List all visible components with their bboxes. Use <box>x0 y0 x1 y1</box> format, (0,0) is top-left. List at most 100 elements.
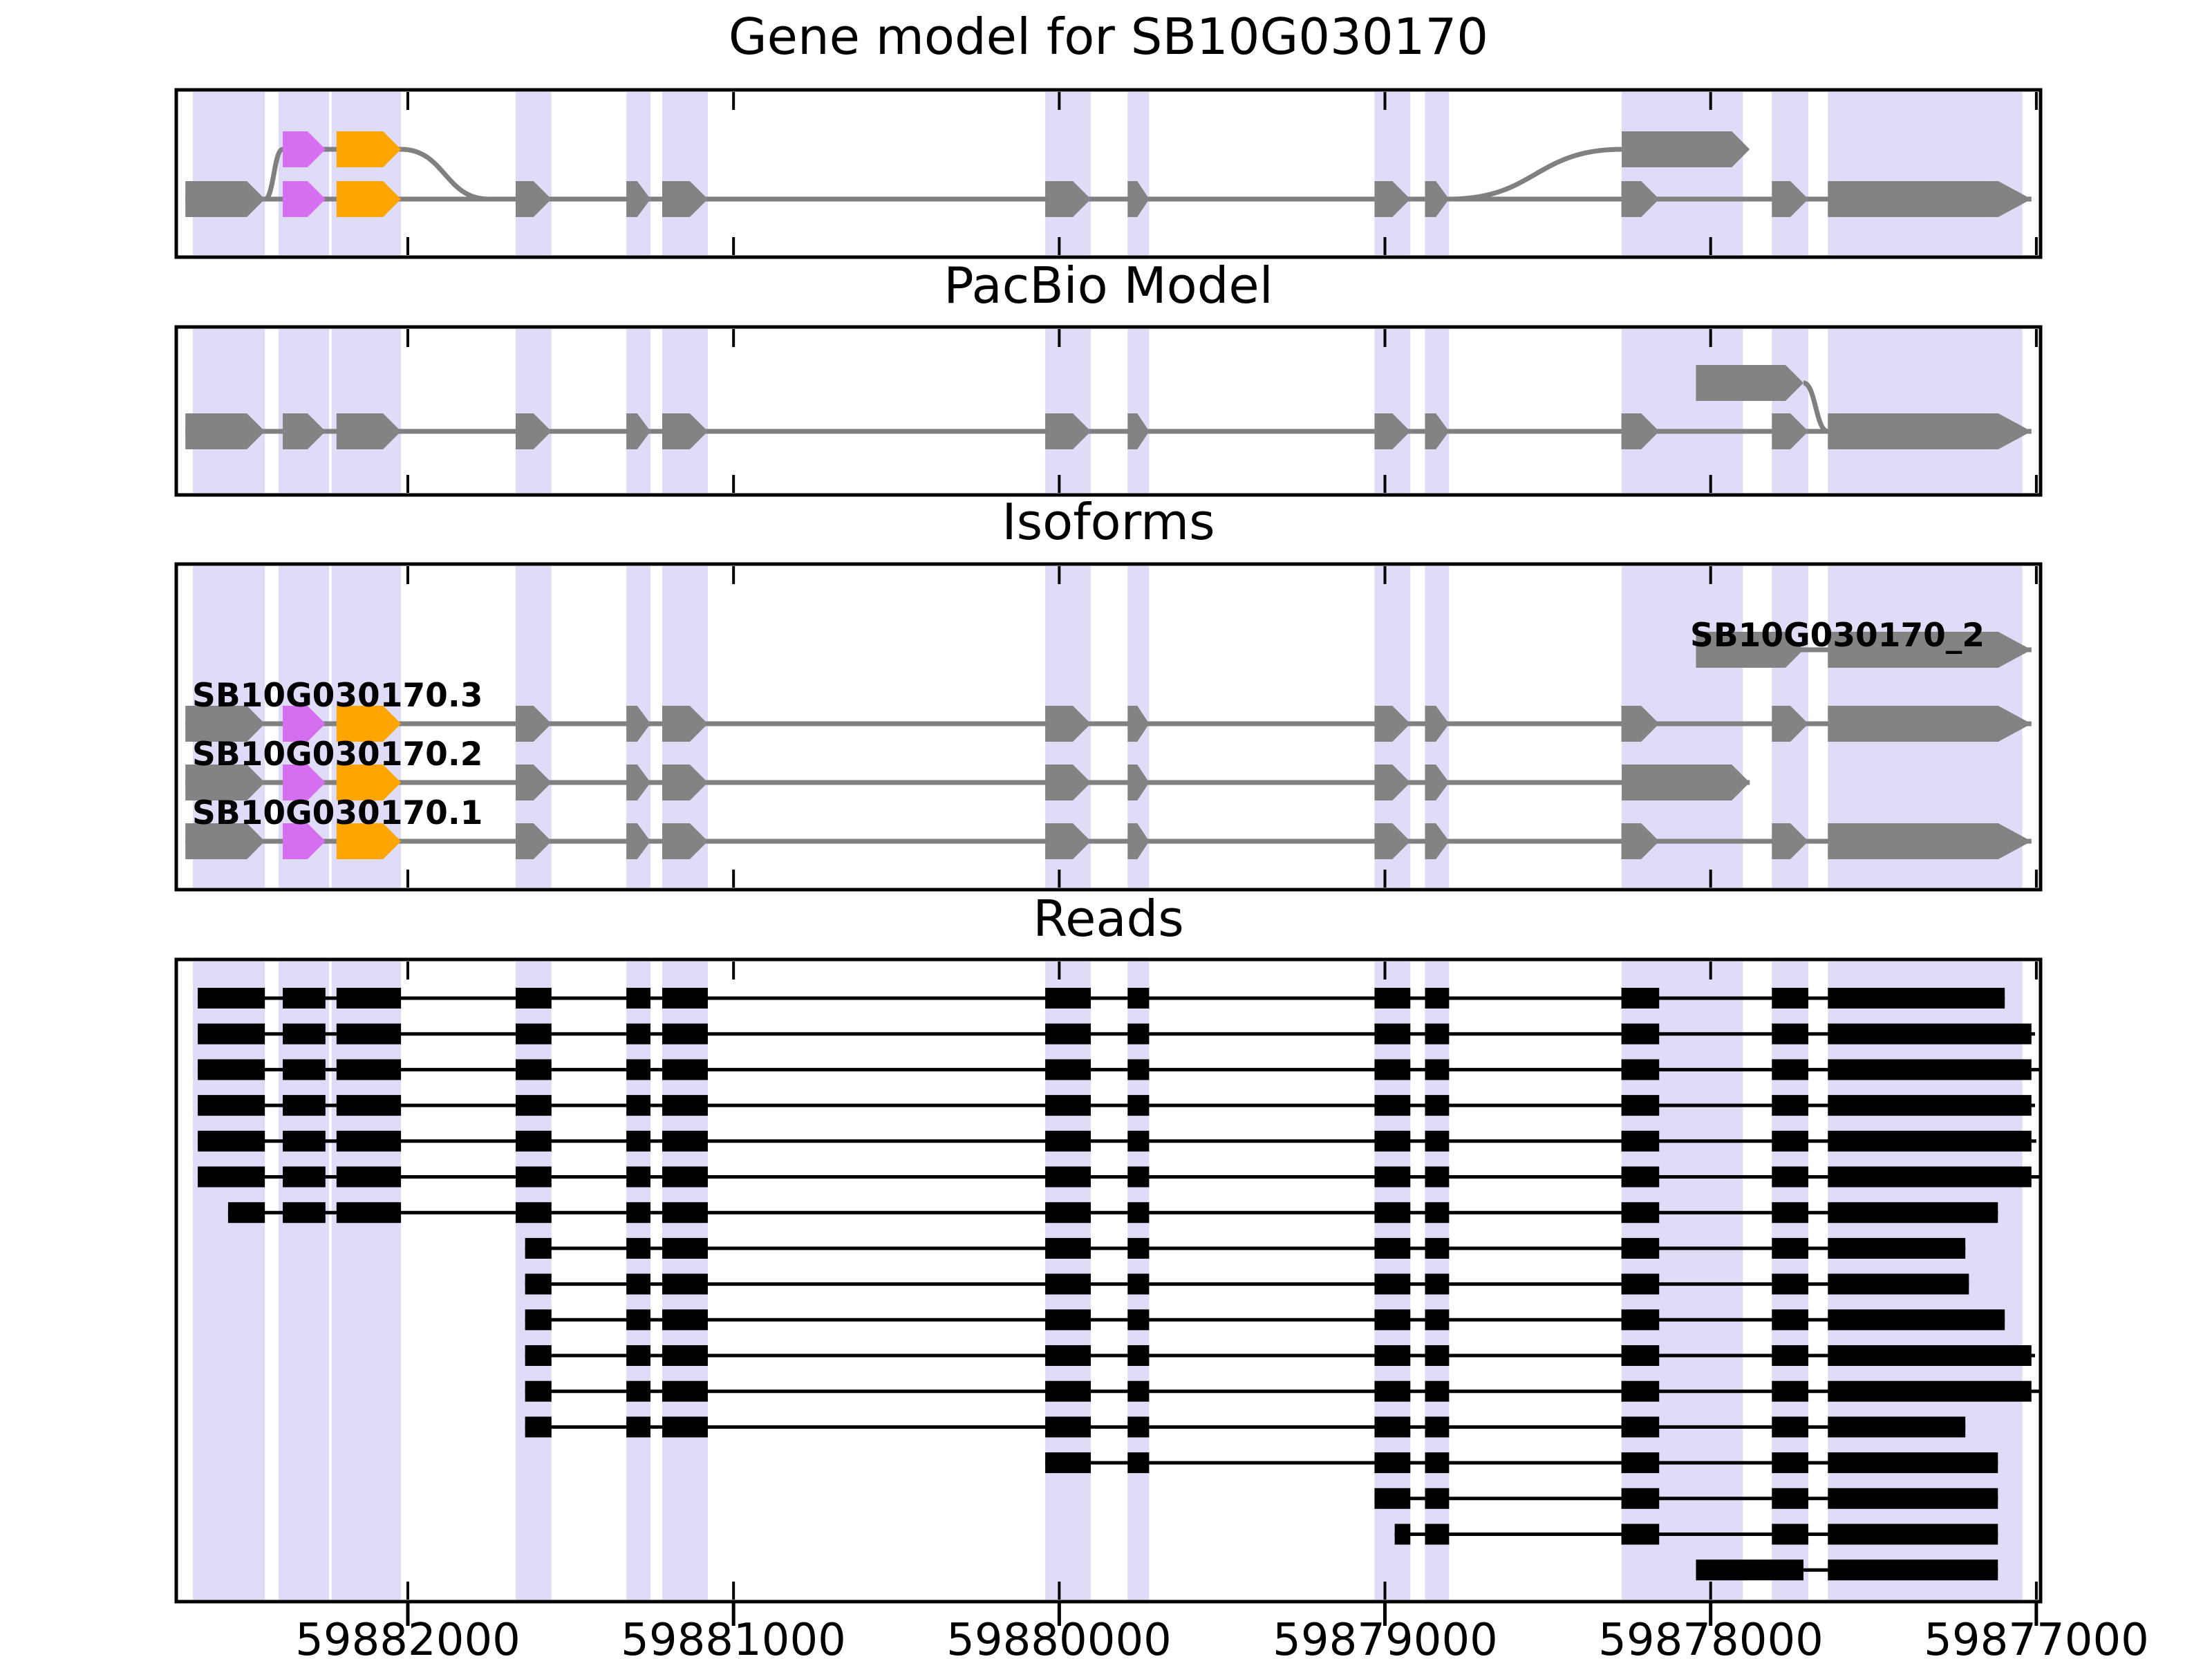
read-exon <box>1828 1130 2032 1152</box>
read-exon <box>1045 1273 1091 1295</box>
read-exon <box>1772 988 1809 1009</box>
exon-highlight-band <box>193 962 265 1600</box>
read-exon <box>1045 1380 1091 1402</box>
read-exon <box>1621 1309 1660 1331</box>
read-exon <box>283 988 326 1009</box>
read-exon <box>1374 1273 1411 1295</box>
exon <box>283 413 326 449</box>
exon <box>1374 181 1411 217</box>
exon <box>1772 413 1809 449</box>
exon-highlight-band <box>1374 92 1411 255</box>
exon-highlight-band <box>626 329 651 493</box>
read-exon <box>1374 1237 1411 1259</box>
read-exon <box>1772 1023 1809 1044</box>
read-exon <box>1425 1166 1450 1188</box>
exon <box>283 181 326 217</box>
exon <box>1772 706 1809 742</box>
read-exon <box>1045 988 1091 1009</box>
read-exon <box>1127 1237 1150 1259</box>
read-row <box>198 1166 2039 1188</box>
exon <box>626 823 651 859</box>
isoform-row <box>185 706 2032 742</box>
read-exon <box>626 1059 651 1080</box>
read-exon <box>1828 1380 2032 1402</box>
exon <box>1828 706 2032 742</box>
exon <box>515 706 552 742</box>
exon-highlight-band <box>278 329 329 493</box>
read-exon <box>1828 1095 2032 1116</box>
x-tick-label-59881000: 59881000 <box>621 1615 846 1659</box>
read-exon <box>525 1273 552 1295</box>
read-exon <box>1621 1237 1660 1259</box>
read-exon <box>1374 1345 1411 1366</box>
read-exon <box>336 1023 402 1044</box>
read-exon <box>1425 1345 1450 1366</box>
exon-highlight-band <box>1622 329 1743 493</box>
exon <box>185 413 265 449</box>
read-exon <box>1621 1130 1660 1152</box>
exon <box>1621 181 1660 217</box>
read-row <box>198 1059 2039 1080</box>
exon <box>1622 131 1750 167</box>
exon <box>515 181 552 217</box>
exon <box>515 823 552 859</box>
read-exon <box>283 1166 326 1188</box>
read-exon <box>1045 1202 1091 1224</box>
read-exon <box>1127 1166 1150 1188</box>
read-exon <box>525 1380 552 1402</box>
read-exon <box>525 1345 552 1366</box>
splice-curve <box>401 147 489 202</box>
read-exon <box>1127 988 1150 1009</box>
panel-border <box>174 325 2043 497</box>
read-exon <box>1374 1380 1411 1402</box>
exon <box>1622 765 1750 800</box>
read-exon <box>283 1130 326 1152</box>
read-exon <box>515 1130 552 1152</box>
pacbio-model-title: PacBio Model <box>944 256 1273 315</box>
exon <box>1127 765 1150 800</box>
read-exon <box>1828 1202 1998 1224</box>
read-exon <box>1045 1166 1091 1188</box>
exon <box>283 131 326 167</box>
read-exon <box>626 1202 651 1224</box>
read-exon <box>1828 1059 2032 1080</box>
read-exon <box>1374 1416 1411 1438</box>
isoform-label-sb10g030170.2: SB10G030170.2 <box>192 735 483 774</box>
read-exon <box>336 1095 402 1116</box>
read-exon <box>1374 1059 1411 1080</box>
read-exon <box>626 1166 651 1188</box>
exon-highlight-band <box>193 92 265 255</box>
read-exon <box>1374 1166 1411 1188</box>
read-exon <box>626 1095 651 1116</box>
exon <box>662 765 708 800</box>
read-exon <box>1374 1095 1411 1116</box>
read-exon <box>1621 988 1660 1009</box>
read-exon <box>1374 1309 1411 1331</box>
read-exon <box>336 1202 402 1224</box>
read-exon <box>1374 1452 1411 1474</box>
exon <box>1045 413 1091 449</box>
read-exon <box>1772 1524 1809 1545</box>
read-exon <box>1828 1416 1966 1438</box>
exon-highlight-band <box>331 92 402 255</box>
exon <box>1621 413 1660 449</box>
read-exon <box>515 1023 552 1044</box>
read-exon <box>1045 1095 1091 1116</box>
read-exon <box>1127 1380 1150 1402</box>
exon <box>1045 181 1091 217</box>
isoform-row <box>185 765 1750 800</box>
panel-border <box>174 562 2043 892</box>
exon-highlight-band <box>515 329 552 493</box>
read-exon <box>336 1166 402 1188</box>
exon <box>185 765 265 800</box>
exon <box>1621 823 1660 859</box>
read-exon <box>198 1166 265 1188</box>
read-exon <box>1425 988 1450 1009</box>
read-exon <box>1621 1416 1660 1438</box>
read-exon <box>1828 1524 1998 1545</box>
read-exon <box>1425 1488 1450 1509</box>
exon <box>1772 181 1809 217</box>
exon <box>1828 181 2032 217</box>
read-exon <box>662 988 708 1009</box>
